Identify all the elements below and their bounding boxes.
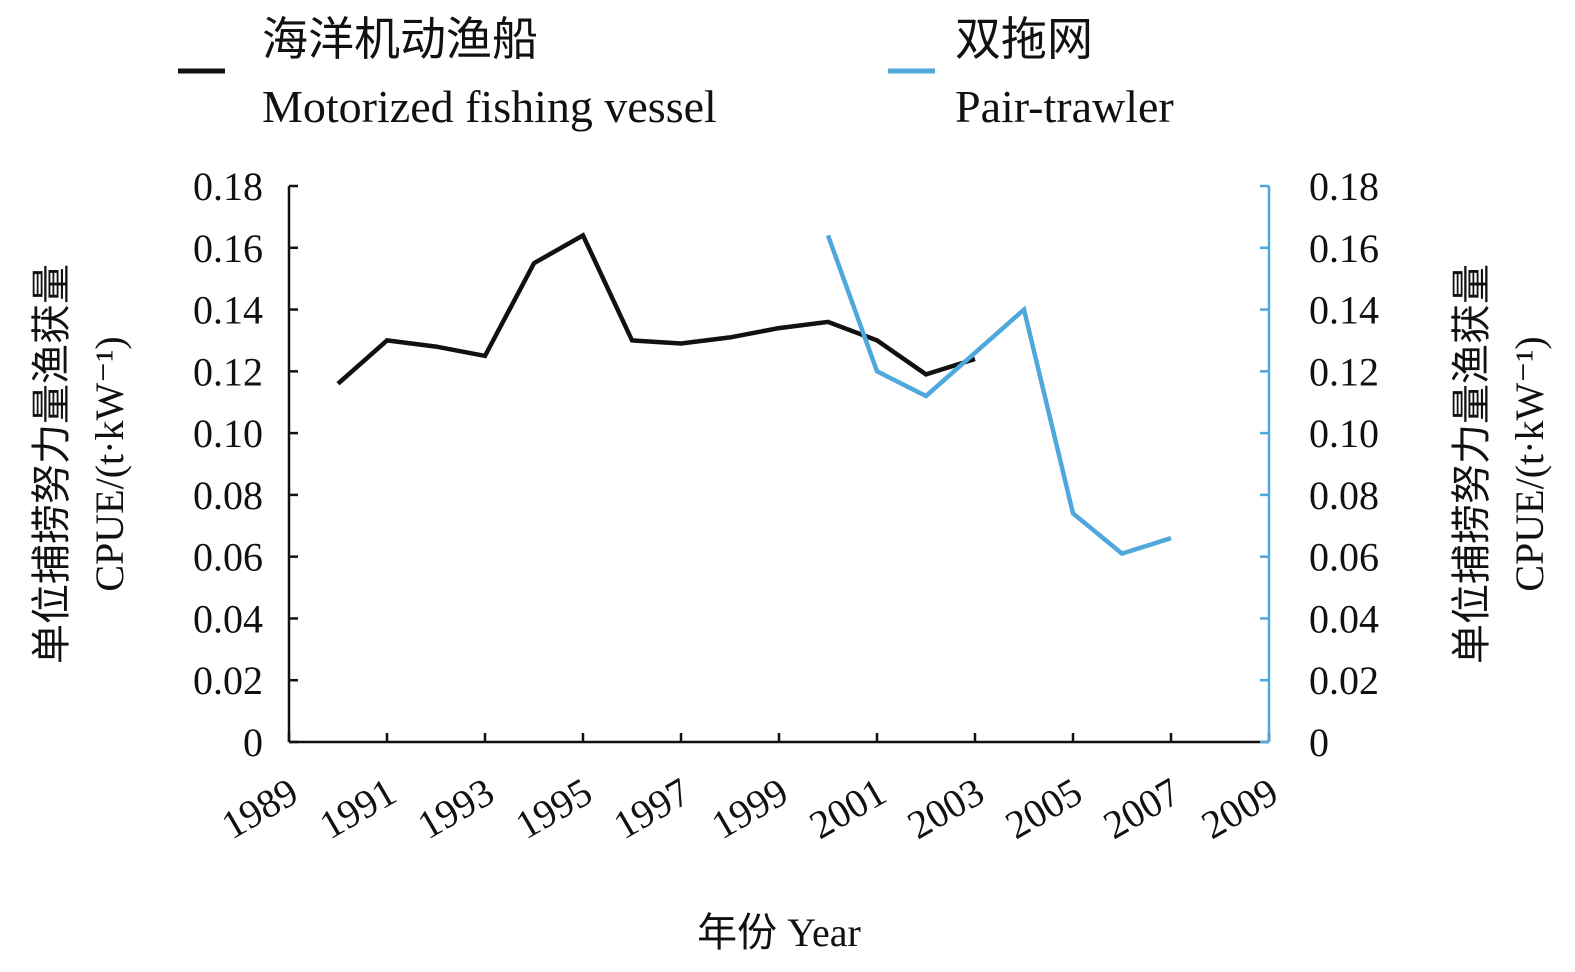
y-left-tick-label-0.18: 0.18 bbox=[193, 164, 263, 209]
y-right-tick-label-0.10: 0.10 bbox=[1309, 411, 1379, 456]
legend-item-motorized: 海洋机动渔船 Motorized fishing vessel bbox=[178, 14, 717, 132]
y-axis-left-title: 单位捕捞努力量渔获量 CPUE/(t·kW⁻¹) bbox=[29, 264, 132, 664]
x-tick-label-1997: 1997 bbox=[606, 769, 698, 848]
x-ticks: 1989 1991 1993 1995 1997 1999 2001 2003 2005 2007… bbox=[214, 733, 1286, 848]
x-tick-label-1989: 1989 bbox=[214, 769, 306, 848]
y-right-tick-label-0.14: 0.14 bbox=[1309, 288, 1379, 333]
y-right-tick-label-0: 0 bbox=[1309, 720, 1329, 765]
x-tick-label-2001: 2001 bbox=[802, 769, 894, 848]
legend: 海洋机动渔船 Motorized fishing vessel 双拖网 Pair… bbox=[178, 14, 1174, 132]
x-tick-label-1995: 1995 bbox=[508, 769, 600, 848]
x-tick-label-1993: 1993 bbox=[410, 769, 502, 848]
y-axis-right: 0 0.02 0.04 0.06 0.08 0.10 0.12 0.14 0.16 0.18 单位… bbox=[1260, 164, 1552, 765]
y-axis-left-title-cn: 单位捕捞努力量渔获量 bbox=[29, 264, 74, 664]
y-left-tick-label-0.16: 0.16 bbox=[193, 226, 263, 271]
y-right-tick-label-0.12: 0.12 bbox=[1309, 349, 1379, 394]
y-left-tick-label-0.12: 0.12 bbox=[193, 349, 263, 394]
x-tick-label-1999: 1999 bbox=[704, 769, 796, 848]
x-tick-label-2009: 2009 bbox=[1194, 769, 1286, 848]
x-tick-label-2003: 2003 bbox=[900, 769, 992, 848]
y-right-ticks: 0 0.02 0.04 0.06 0.08 0.10 0.12 0.14 0.16 0.18 bbox=[1260, 164, 1379, 765]
series-line-motorized bbox=[336, 232, 976, 386]
y-left-ticks: 0 0.02 0.04 0.06 0.08 0.10 0.12 0.14 0.16 0.18 bbox=[193, 164, 298, 765]
y-right-tick-label-0.08: 0.08 bbox=[1309, 473, 1379, 518]
y-left-tick-label-0.14: 0.14 bbox=[193, 288, 263, 333]
x-tick-label-1991: 1991 bbox=[312, 769, 404, 848]
y-axis-left: 0 0.02 0.04 0.06 0.08 0.10 0.12 0.14 0.16 0.18 单位… bbox=[29, 164, 298, 765]
y-left-tick-label-0: 0 bbox=[243, 720, 263, 765]
series-line-pair-trawler bbox=[825, 234, 1172, 557]
y-left-tick-label-0.10: 0.10 bbox=[193, 411, 263, 456]
x-axis-title: 年份 Year bbox=[697, 910, 861, 955]
y-axis-right-title-cn: 单位捕捞努力量渔获量 bbox=[1449, 264, 1494, 664]
y-right-tick-label-0.04: 0.04 bbox=[1309, 596, 1379, 641]
legend-item-pair-trawler: 双拖网 Pair-trawler bbox=[888, 14, 1174, 132]
x-tick-label-2007: 2007 bbox=[1096, 769, 1188, 848]
y-right-tick-label-0.02: 0.02 bbox=[1309, 658, 1379, 703]
y-right-tick-label-0.06: 0.06 bbox=[1309, 535, 1379, 580]
legend-label-motorized-cn: 海洋机动渔船 bbox=[262, 14, 538, 65]
y-axis-right-title-en: CPUE/(t·kW⁻¹) bbox=[1507, 336, 1552, 591]
y-axis-left-title-en: CPUE/(t·kW⁻¹) bbox=[87, 336, 132, 591]
y-right-tick-label-0.18: 0.18 bbox=[1309, 164, 1379, 209]
y-left-tick-label-0.04: 0.04 bbox=[193, 596, 263, 641]
series-layer bbox=[336, 232, 1172, 557]
legend-label-motorized-en: Motorized fishing vessel bbox=[262, 81, 717, 132]
legend-label-pair-trawler-en: Pair-trawler bbox=[955, 81, 1174, 132]
x-axis: 1989 1991 1993 1995 1997 1999 2001 2003 2005 2007… bbox=[214, 733, 1286, 955]
y-axis-right-title: 单位捕捞努力量渔获量 CPUE/(t·kW⁻¹) bbox=[1449, 264, 1552, 664]
y-left-tick-label-0.06: 0.06 bbox=[193, 535, 263, 580]
y-right-tick-label-0.16: 0.16 bbox=[1309, 226, 1379, 271]
y-left-tick-label-0.02: 0.02 bbox=[193, 658, 263, 703]
x-tick-label-2005: 2005 bbox=[998, 769, 1090, 848]
y-left-tick-label-0.08: 0.08 bbox=[193, 473, 263, 518]
legend-label-pair-trawler-cn: 双拖网 bbox=[955, 14, 1093, 65]
